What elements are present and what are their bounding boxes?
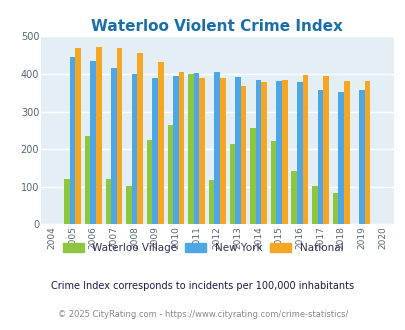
Bar: [249, 128, 255, 224]
Bar: [291, 171, 296, 224]
Bar: [317, 90, 322, 224]
Bar: [332, 193, 337, 224]
Bar: [270, 141, 276, 224]
Bar: [152, 79, 158, 224]
Bar: [105, 179, 111, 224]
Bar: [158, 62, 163, 224]
Bar: [337, 92, 343, 224]
Bar: [96, 47, 101, 224]
Bar: [126, 186, 132, 224]
Bar: [311, 186, 317, 224]
Bar: [296, 82, 302, 224]
Bar: [240, 86, 245, 224]
Text: © 2025 CityRating.com - https://www.cityrating.com/crime-statistics/: © 2025 CityRating.com - https://www.city…: [58, 310, 347, 319]
Bar: [199, 79, 205, 224]
Bar: [193, 73, 199, 224]
Bar: [147, 140, 152, 224]
Bar: [116, 48, 122, 224]
Bar: [255, 80, 261, 224]
Bar: [167, 125, 173, 224]
Bar: [214, 72, 220, 224]
Bar: [111, 68, 116, 224]
Bar: [261, 82, 266, 224]
Bar: [358, 90, 364, 224]
Bar: [132, 74, 137, 224]
Legend: Waterloo Village, New York, National: Waterloo Village, New York, National: [63, 243, 342, 253]
Bar: [173, 76, 178, 224]
Bar: [276, 81, 281, 224]
Bar: [220, 79, 225, 224]
Bar: [343, 81, 349, 224]
Bar: [178, 72, 184, 224]
Bar: [85, 136, 90, 224]
Bar: [208, 180, 214, 224]
Bar: [364, 81, 369, 224]
Bar: [90, 61, 96, 224]
Bar: [70, 57, 75, 224]
Bar: [302, 75, 307, 224]
Title: Waterloo Violent Crime Index: Waterloo Violent Crime Index: [91, 19, 342, 34]
Bar: [188, 74, 193, 224]
Text: Crime Index corresponds to incidents per 100,000 inhabitants: Crime Index corresponds to incidents per…: [51, 281, 354, 291]
Bar: [234, 77, 240, 224]
Bar: [137, 53, 143, 224]
Bar: [322, 76, 328, 224]
Bar: [229, 144, 234, 224]
Bar: [64, 179, 70, 224]
Bar: [75, 48, 81, 224]
Bar: [281, 80, 287, 224]
